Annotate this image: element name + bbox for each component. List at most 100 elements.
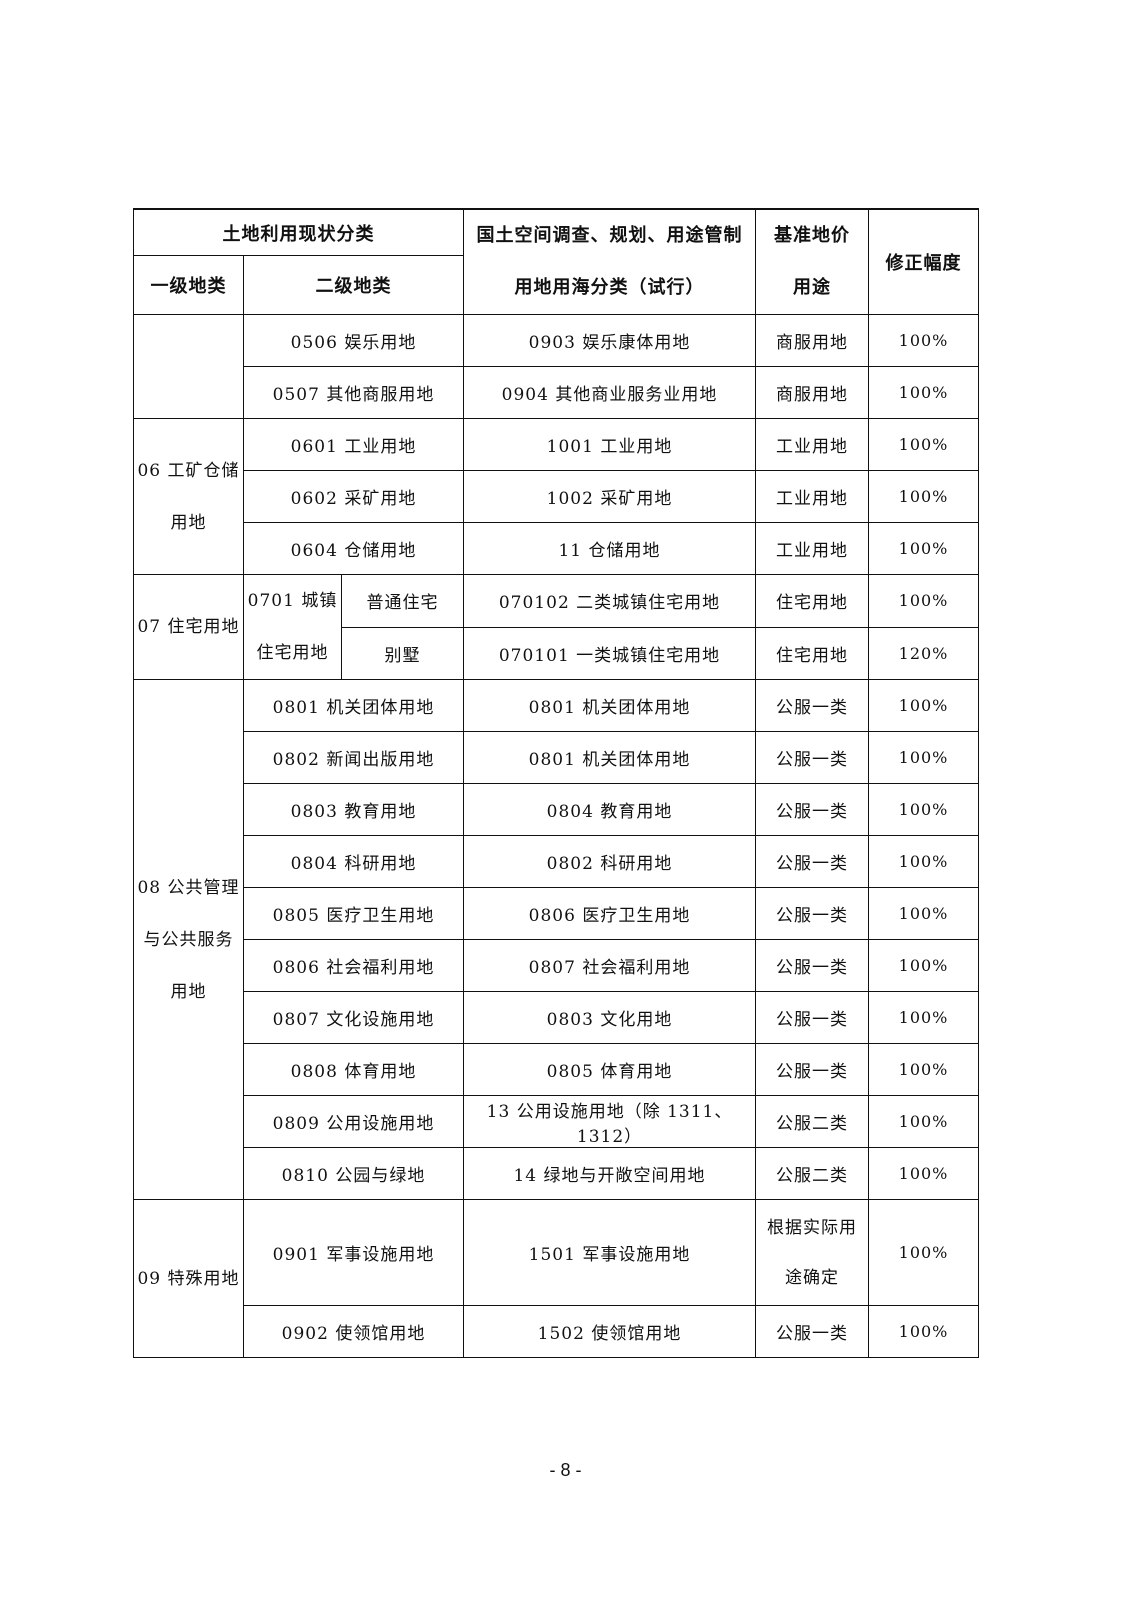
adjust-percent-cell: 100% xyxy=(868,783,980,836)
header-adjust: 修正幅度 xyxy=(868,208,980,315)
secondary-class-cell: 0809 公用设施用地 xyxy=(242,1095,465,1148)
base-price-use-cell: 公服一类 xyxy=(755,887,870,940)
secondary-class-cell: 0801 机关团体用地 xyxy=(242,679,465,732)
spatial-class-cell: 1002 采矿用地 xyxy=(463,470,757,523)
spatial-class-cell: 0804 教育用地 xyxy=(463,783,757,836)
adjust-percent-cell: 100% xyxy=(868,679,980,732)
primary-class-cell xyxy=(133,314,244,419)
page-number: - 8 - xyxy=(549,1460,582,1480)
table-row: 0806 社会福利用地 0807 社会福利用地 公服一类 100% xyxy=(134,939,980,992)
secondary-class-cell: 0604 仓储用地 xyxy=(242,522,465,575)
adjust-percent-cell: 100% xyxy=(868,1095,980,1148)
spatial-class-cell: 0805 体育用地 xyxy=(463,1043,757,1096)
primary-class-cell: 08 公共管理与公共服务用地 xyxy=(133,679,244,1200)
spatial-class-cell: 0807 社会福利用地 xyxy=(463,939,757,992)
table-row: 0809 公用设施用地 13 公用设施用地（除 1311、1312） 公服二类 100… xyxy=(134,1095,980,1148)
base-price-use-cell: 工业用地 xyxy=(755,470,870,523)
table-row: 0803 教育用地 0804 教育用地 公服一类 100% xyxy=(134,783,980,836)
adjust-percent-cell: 100% xyxy=(868,522,980,575)
spatial-class-cell: 0904 其他商业服务业用地 xyxy=(463,366,757,419)
base-price-use-cell: 工业用地 xyxy=(755,522,870,575)
header-spatial-line2: 用地用海分类（试行） xyxy=(514,277,705,298)
secondary-class-cell: 0806 社会福利用地 xyxy=(242,939,465,992)
base-price-use-cell: 商服用地 xyxy=(755,366,870,419)
adjust-percent-cell: 100% xyxy=(868,1147,980,1200)
adjust-percent-cell: 120% xyxy=(868,626,980,680)
tertiary-class-cell: 别墅 xyxy=(340,626,465,680)
table-row: 08 公共管理与公共服务用地 0801 机关团体用地 0801 机关团体用地 公服一类… xyxy=(133,679,980,1200)
spatial-class-cell: 14 绿地与开敞空间用地 xyxy=(463,1147,757,1200)
secondary-class-cell: 0805 医疗卫生用地 xyxy=(242,887,465,940)
spatial-class-cell: 0802 科研用地 xyxy=(463,835,757,888)
secondary-class-cell: 0802 新闻出版用地 xyxy=(242,731,465,784)
base-price-use-cell: 公服一类 xyxy=(755,835,870,888)
adjust-percent-cell: 100% xyxy=(868,574,980,628)
base-price-use-cell: 公服一类 xyxy=(755,783,870,836)
base-price-use-cell: 公服一类 xyxy=(755,991,870,1044)
table-row: 0604 仓储用地 11 仓储用地 工业用地 100% xyxy=(134,522,980,575)
adjust-percent-cell: 100% xyxy=(868,314,980,367)
spatial-class-cell: 13 公用设施用地（除 1311、1312） xyxy=(463,1095,757,1148)
spatial-class-cell: 0803 文化用地 xyxy=(463,991,757,1044)
spatial-class-cell: 11 仓储用地 xyxy=(463,522,757,575)
header-spatial-line1: 国土空间调查、规划、用途管制 xyxy=(476,225,743,246)
adjust-percent-cell: 100% xyxy=(868,1043,980,1096)
land-use-adjustment-table: 土地利用现状分类 国土空间调查、规划、用途管制 用地用海分类（试行） 基准地价 用途… xyxy=(132,208,980,1358)
spatial-class-cell: 070101 一类城镇住宅用地 xyxy=(463,626,757,680)
base-price-use-cell: 公服一类 xyxy=(755,939,870,992)
base-price-use-cell: 商服用地 xyxy=(755,314,870,367)
header-base-use: 基准地价 用途 xyxy=(755,208,870,315)
base-price-use-cell: 住宅用地 xyxy=(755,574,870,628)
spatial-class-cell: 1502 使领馆用地 xyxy=(463,1305,757,1358)
table-row: 0807 文化设施用地 0803 文化用地 公服一类 100% xyxy=(134,991,980,1044)
table-row: 0506 娱乐用地 0903 娱乐康体用地 商服用地 100% xyxy=(133,314,980,419)
spatial-class-cell: 0801 机关团体用地 xyxy=(463,731,757,784)
spatial-class-cell: 0801 机关团体用地 xyxy=(463,679,757,732)
spatial-class-cell: 1001 工业用地 xyxy=(463,418,757,471)
base-price-use-cell: 根据实际用途确定 xyxy=(755,1199,870,1306)
adjust-percent-cell: 100% xyxy=(868,939,980,992)
secondary-class-cell: 0803 教育用地 xyxy=(242,783,465,836)
tertiary-class-cell: 普通住宅 xyxy=(340,574,465,628)
adjust-percent-cell: 100% xyxy=(868,366,980,419)
header-level1: 一级地类 xyxy=(133,255,244,315)
primary-class-cell: 06 工矿仓储用地 xyxy=(133,418,244,575)
secondary-class-cell: 0807 文化设施用地 xyxy=(242,991,465,1044)
table-row: 0810 公园与绿地 14 绿地与开敞空间用地 公服二类 100% xyxy=(134,1147,980,1200)
secondary-class-cell: 0804 科研用地 xyxy=(242,835,465,888)
primary-class-cell: 09 特殊用地 xyxy=(133,1199,244,1358)
table-row: 0902 使领馆用地 1502 使领馆用地 公服一类 100% xyxy=(134,1305,980,1358)
base-price-use-cell: 工业用地 xyxy=(755,418,870,471)
table-row: 0804 科研用地 0802 科研用地 公服一类 100% xyxy=(134,835,980,888)
adjust-percent-cell: 100% xyxy=(868,887,980,940)
secondary-class-cell: 0507 其他商服用地 xyxy=(242,366,465,419)
header-base-use-line1: 基准地价 xyxy=(774,225,851,246)
base-price-use-cell: 公服二类 xyxy=(755,1147,870,1200)
base-price-use-cell: 公服一类 xyxy=(755,1043,870,1096)
secondary-class-cell: 0506 娱乐用地 xyxy=(242,314,465,367)
table-row: 0808 体育用地 0805 体育用地 公服一类 100% xyxy=(134,1043,980,1096)
spatial-class-cell: 0806 医疗卫生用地 xyxy=(463,887,757,940)
secondary-class-cell: 0810 公园与绿地 xyxy=(242,1147,465,1200)
spatial-class-cell: 1501 军事设施用地 xyxy=(463,1199,757,1306)
adjust-percent-cell: 100% xyxy=(868,1305,980,1358)
header-spatial-class: 国土空间调查、规划、用途管制 用地用海分类（试行） xyxy=(463,208,757,315)
secondary-class-cell: 0902 使领馆用地 xyxy=(242,1305,465,1358)
secondary-class-cell: 0701 城镇住宅用地 xyxy=(243,574,342,680)
adjust-percent-cell: 100% xyxy=(868,1199,980,1306)
table-row: 0802 新闻出版用地 0801 机关团体用地 公服一类 100% xyxy=(134,731,980,784)
header-current-class: 土地利用现状分类 xyxy=(132,208,465,257)
adjust-percent-cell: 100% xyxy=(868,991,980,1044)
base-price-use-cell: 公服一类 xyxy=(755,731,870,784)
table-row: 07 住宅用地 0701 城镇住宅用地 普通住宅 070102 二类城镇住宅用地 住宅用… xyxy=(133,574,980,680)
table-row: 0805 医疗卫生用地 0806 医疗卫生用地 公服一类 100% xyxy=(134,887,980,940)
adjust-percent-cell: 100% xyxy=(868,418,980,471)
table-row: 06 工矿仓储用地 0601 工业用地 1001 工业用地 工业用地 100% xyxy=(133,418,980,575)
table-row: 09 特殊用地 0901 军事设施用地 1501 军事设施用地 根据实际用途确定 100… xyxy=(133,1199,980,1358)
table-row: 别墅 070101 一类城镇住宅用地 住宅用地 120% xyxy=(134,626,980,680)
adjust-percent-cell: 100% xyxy=(868,731,980,784)
spatial-class-cell: 0903 娱乐康体用地 xyxy=(463,314,757,367)
secondary-class-cell: 0601 工业用地 xyxy=(242,418,465,471)
spatial-class-cell: 070102 二类城镇住宅用地 xyxy=(463,574,757,628)
secondary-class-cell: 0602 采矿用地 xyxy=(242,470,465,523)
